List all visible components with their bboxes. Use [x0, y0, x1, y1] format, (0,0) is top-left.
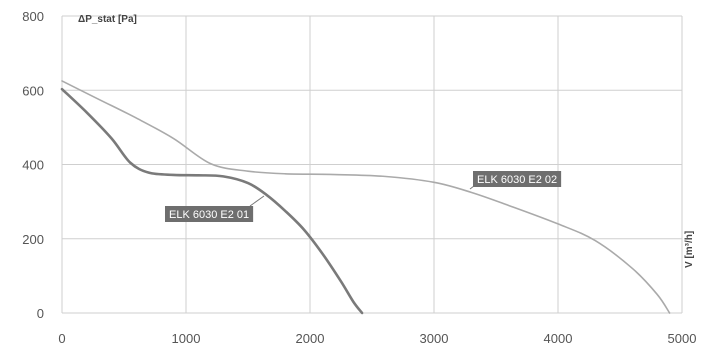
y-tick-label: 600 — [22, 83, 44, 98]
series-label-elk-01: ELK 6030 E2 01 — [165, 195, 265, 222]
x-axis-label: V [m³/h] — [684, 231, 695, 268]
x-tick-label: 4000 — [544, 331, 573, 346]
curves — [60, 80, 671, 315]
y-tick-label: 400 — [22, 158, 44, 173]
x-tick-label: 2000 — [296, 331, 325, 346]
series-label-leader — [249, 195, 265, 207]
x-tick-label: 5000 — [668, 331, 697, 346]
y-axis-label: ΔP_stat [Pa] — [78, 14, 137, 25]
series-label-elk-02: ELK 6030 E2 02 — [469, 171, 562, 190]
grid — [61, 15, 683, 314]
tick-labels: 0 1000 2000 3000 4000 5000 0 200 400 600 800 — [22, 9, 696, 346]
series-label-text: ELK 6030 E2 01 — [169, 209, 249, 221]
y-tick-label: 800 — [22, 9, 44, 24]
series-label-box — [473, 171, 562, 187]
y-tick-label: 0 — [37, 306, 44, 321]
series-line — [60, 87, 364, 315]
y-tick-label: 200 — [22, 232, 44, 247]
series-line — [61, 80, 671, 314]
series-label-box — [165, 206, 254, 222]
x-tick-label: 0 — [58, 331, 65, 346]
x-tick-label: 1000 — [172, 331, 201, 346]
x-tick-label: 3000 — [420, 331, 449, 346]
series-label-text: ELK 6030 E2 02 — [477, 174, 557, 186]
